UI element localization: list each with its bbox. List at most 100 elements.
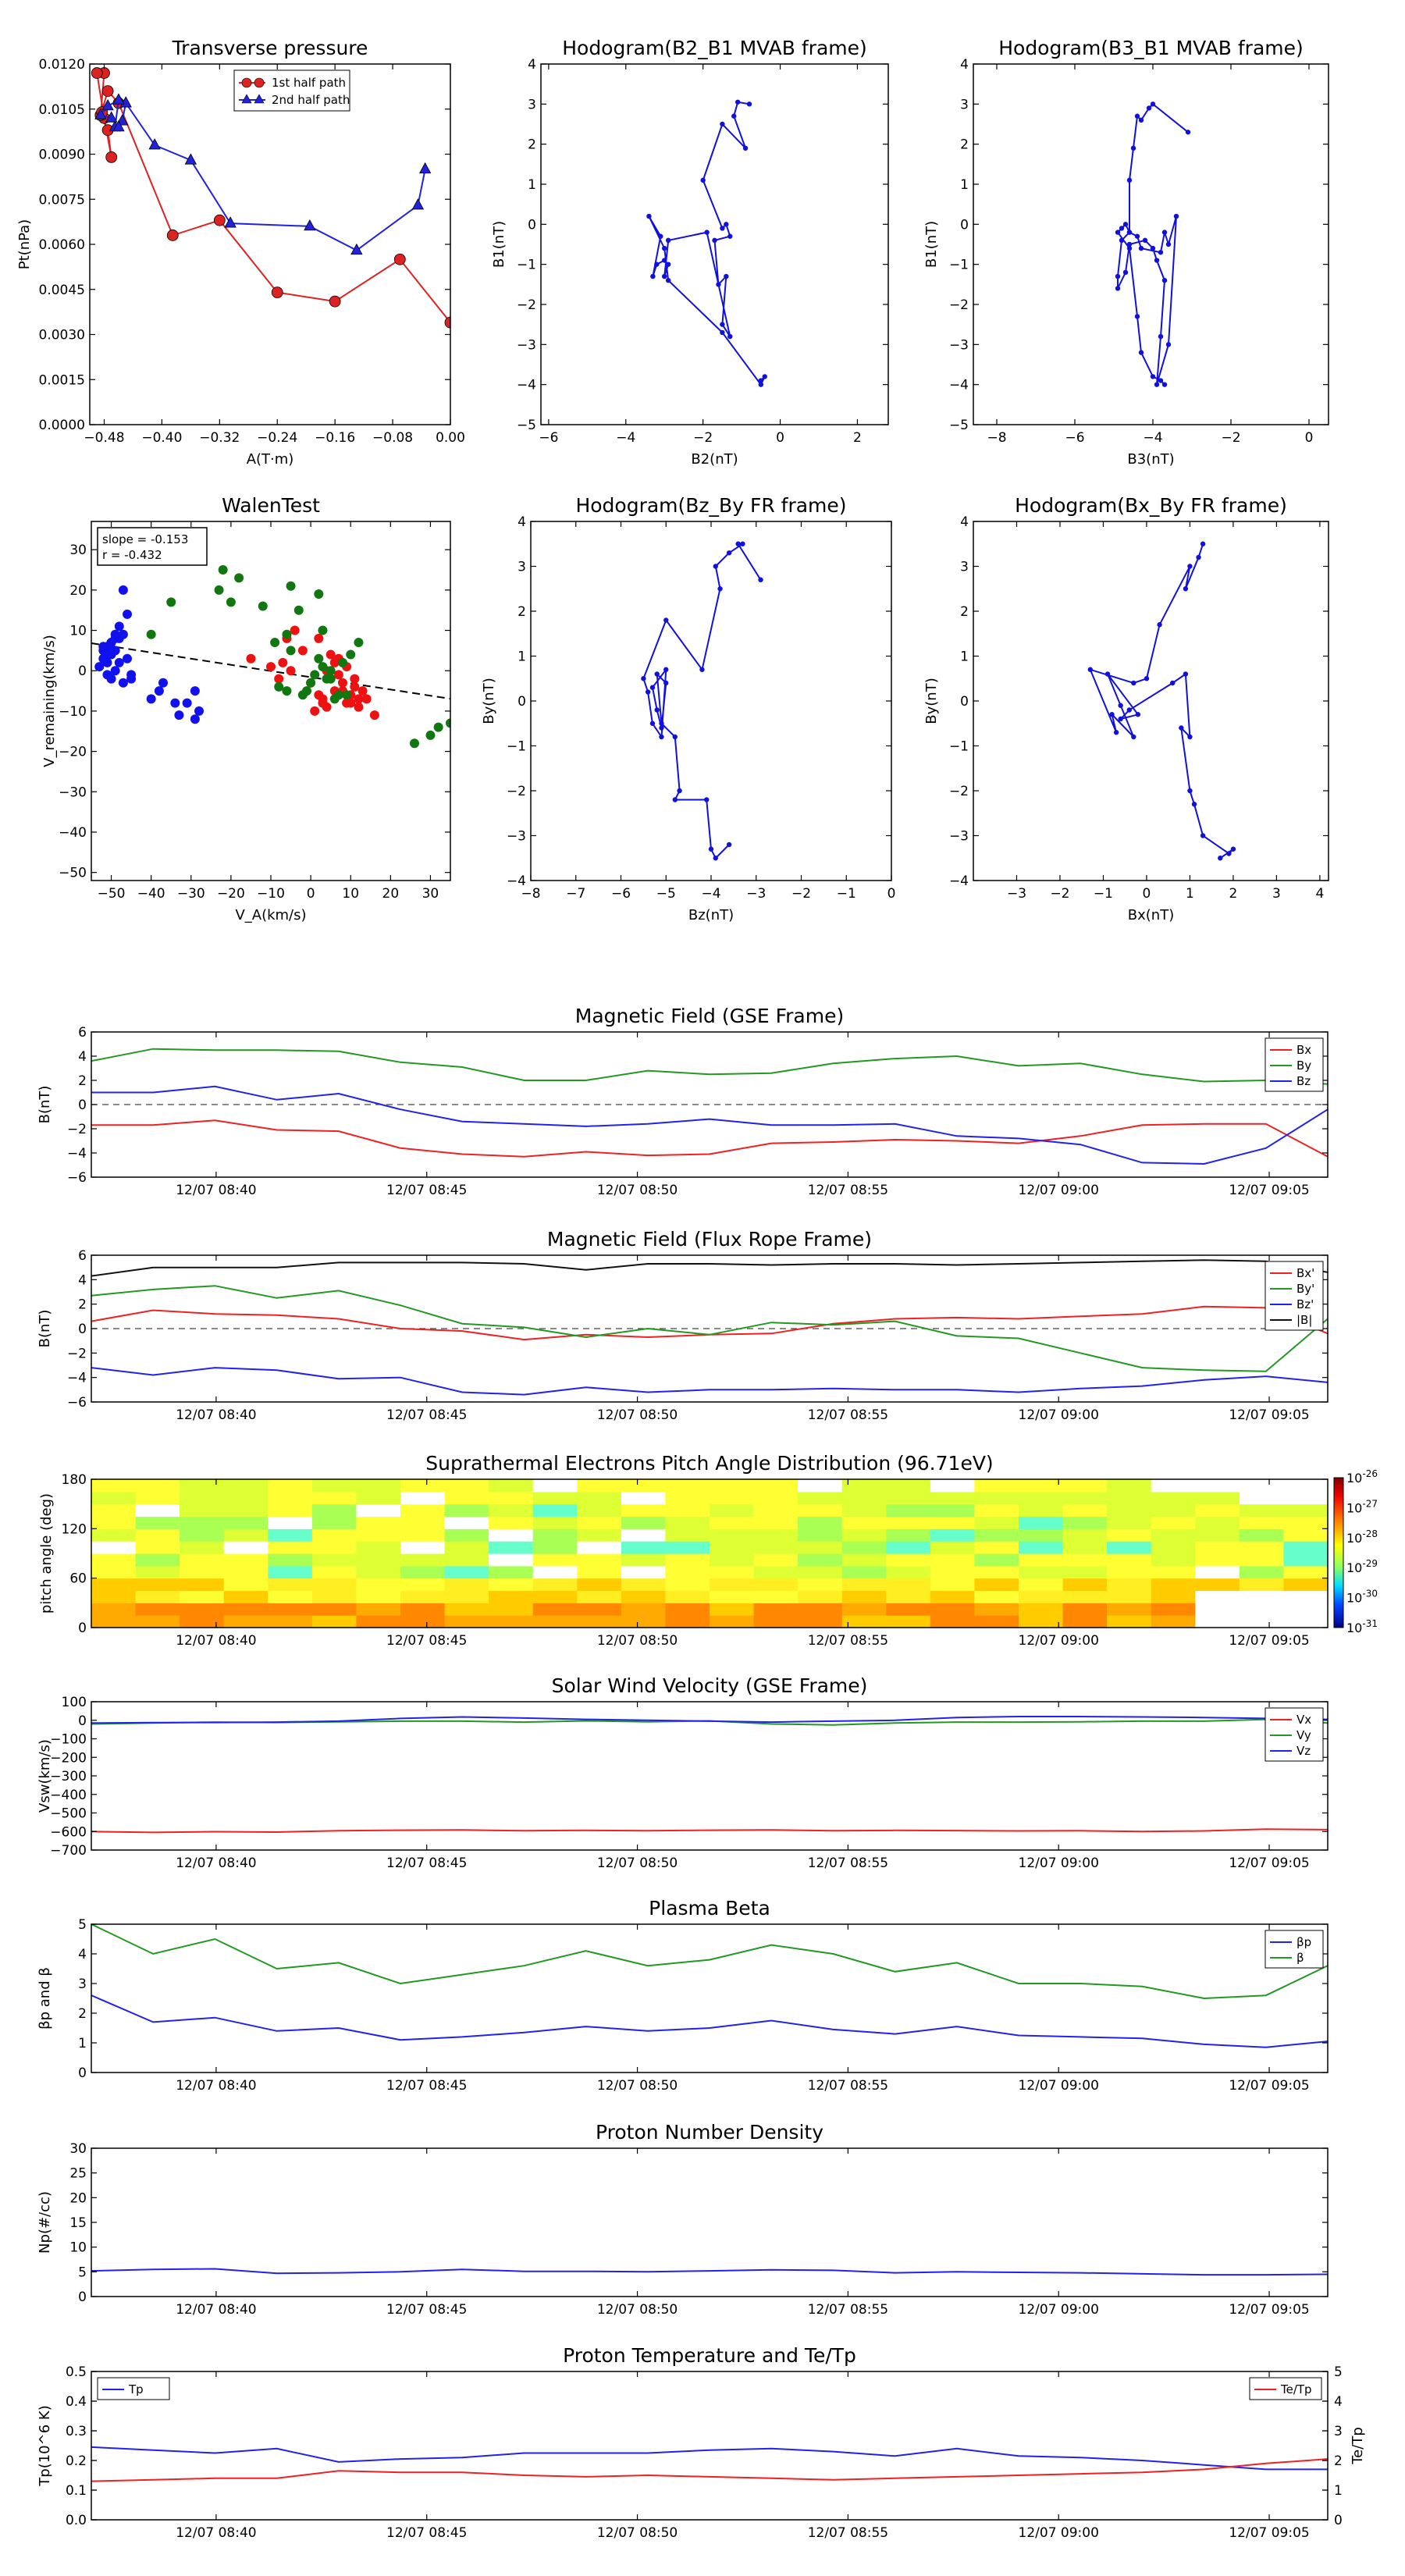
pt-point — [91, 67, 103, 79]
pad-cell — [1107, 1615, 1152, 1628]
np-ytick-label: 0 — [78, 2290, 87, 2305]
pad-cell — [400, 1503, 446, 1517]
pad-cell — [1151, 1578, 1196, 1592]
pt-point — [94, 108, 107, 119]
np-series-line-Np — [91, 2268, 1328, 2276]
pad-cell — [311, 1503, 357, 1517]
pad-cell — [1283, 1516, 1329, 1529]
pad-cell — [621, 1565, 667, 1579]
pad-cell — [311, 1479, 357, 1493]
bgse-ytick-label: −2 — [67, 1122, 87, 1137]
pad-cell — [489, 1503, 534, 1517]
np-xtick-label: 12/07 08:55 — [808, 2302, 888, 2318]
walen-point — [278, 657, 288, 667]
pad-cell — [400, 1516, 446, 1529]
pad-cell — [1062, 1565, 1108, 1579]
pad-cell — [356, 1578, 401, 1592]
pad-cell — [311, 1528, 357, 1542]
pad-cell — [489, 1541, 534, 1554]
walen-ytick-label: −30 — [59, 785, 87, 800]
walen-point — [342, 690, 352, 700]
pad-cell — [710, 1491, 755, 1505]
pad-cell — [974, 1578, 1019, 1592]
pad-cell — [180, 1528, 225, 1542]
pad-cell — [135, 1516, 180, 1529]
hzy-xlabel: Bz(nT) — [688, 907, 734, 923]
h13-ytick-label: −1 — [949, 258, 969, 273]
hxy-ytick-label: 4 — [960, 514, 969, 530]
hxy-point — [1230, 846, 1236, 852]
tp-legend: Tp — [97, 2377, 170, 2400]
walen-data — [91, 565, 450, 749]
pad-cell — [1019, 1479, 1064, 1493]
bgse-series-line-Bz — [91, 1085, 1328, 1165]
pad-cell — [1107, 1491, 1152, 1505]
walen-xlabel: V_A(km/s) — [235, 907, 306, 923]
bfr-ylabel: B(nT) — [37, 1310, 53, 1348]
hzy-xtick-label: −3 — [746, 886, 766, 902]
tp-series-line-Te/Tp — [91, 2458, 1328, 2482]
pad-cell — [710, 1578, 755, 1592]
pad-cell — [621, 1479, 667, 1493]
pad-cell — [1283, 1565, 1329, 1579]
bfr-legend-label: Bz' — [1297, 1297, 1314, 1311]
pad-cell — [1151, 1603, 1196, 1616]
hzy-ylabel: By(nT) — [481, 678, 497, 724]
hzy-background — [531, 521, 891, 881]
pad-cell — [1107, 1541, 1152, 1554]
np-ytick-label: 30 — [69, 2141, 87, 2157]
pad-cell — [886, 1528, 931, 1542]
tp-y2label: Te/Tp — [1350, 2427, 1366, 2465]
h13-point — [1119, 237, 1125, 244]
pad-colorbar: 10-26 10-27 10-28 10-29 10-30 10-31 — [1333, 1468, 1378, 1635]
pad-cell — [841, 1479, 887, 1493]
pad-colorbar-exponent: -29 — [1362, 1558, 1378, 1569]
hxy-point — [1118, 703, 1123, 708]
pad-cell — [489, 1590, 534, 1603]
pad-cell — [311, 1553, 357, 1567]
h12-point — [758, 378, 764, 383]
pt-point — [271, 286, 283, 299]
h12-xtick-label: −6 — [539, 430, 558, 446]
pad-cell — [444, 1541, 489, 1554]
h12-point — [731, 113, 737, 119]
pad-cell — [577, 1603, 622, 1616]
pad-xtick-label: 12/07 08:45 — [386, 1633, 467, 1649]
hzy-xtick-label: −7 — [566, 886, 585, 902]
bgse-panel: Magnetic Field (GSE Frame) 12/07 08:40 12/… — [37, 1005, 1329, 1198]
pad-cell — [135, 1615, 180, 1628]
pad-cell — [268, 1578, 313, 1592]
h13-point — [1173, 213, 1179, 219]
pad-cell — [489, 1578, 534, 1592]
pad-cell — [753, 1491, 799, 1505]
hzy-ytick-label: 2 — [518, 604, 526, 620]
walen-point — [214, 585, 224, 595]
pad-cell — [1195, 1541, 1240, 1554]
vsw-legend-label: Vx — [1297, 1713, 1311, 1727]
walen-point — [297, 646, 308, 656]
hxy-point — [1135, 712, 1141, 717]
tp-xtick-label: 12/07 08:45 — [386, 2525, 467, 2541]
pad-cell — [930, 1553, 976, 1567]
walen-point — [306, 678, 316, 688]
pad-cell — [665, 1491, 710, 1505]
beta-series-line-β — [91, 1924, 1328, 2000]
hzy-data — [641, 541, 763, 861]
pad-cell — [91, 1491, 137, 1505]
h12-point — [758, 382, 764, 387]
h13-ytick-label: 4 — [960, 57, 969, 73]
hxy-xtick-label: 4 — [1315, 886, 1324, 902]
walen-background — [91, 521, 450, 881]
pad-cell — [930, 1503, 976, 1517]
bgse-title: Magnetic Field (GSE Frame) — [575, 1005, 844, 1027]
pad-cell — [665, 1615, 710, 1628]
h13-point — [1161, 278, 1168, 283]
pad-cell — [665, 1503, 710, 1517]
bfr-ytick-label: 4 — [78, 1272, 87, 1288]
walen-point — [350, 681, 360, 692]
walen-xtick-label: 0 — [307, 886, 315, 902]
h13-point — [1134, 233, 1140, 239]
pad-cell — [311, 1541, 357, 1554]
tp-ytick-label: 0.0 — [66, 2513, 87, 2528]
walen-point — [274, 681, 284, 692]
